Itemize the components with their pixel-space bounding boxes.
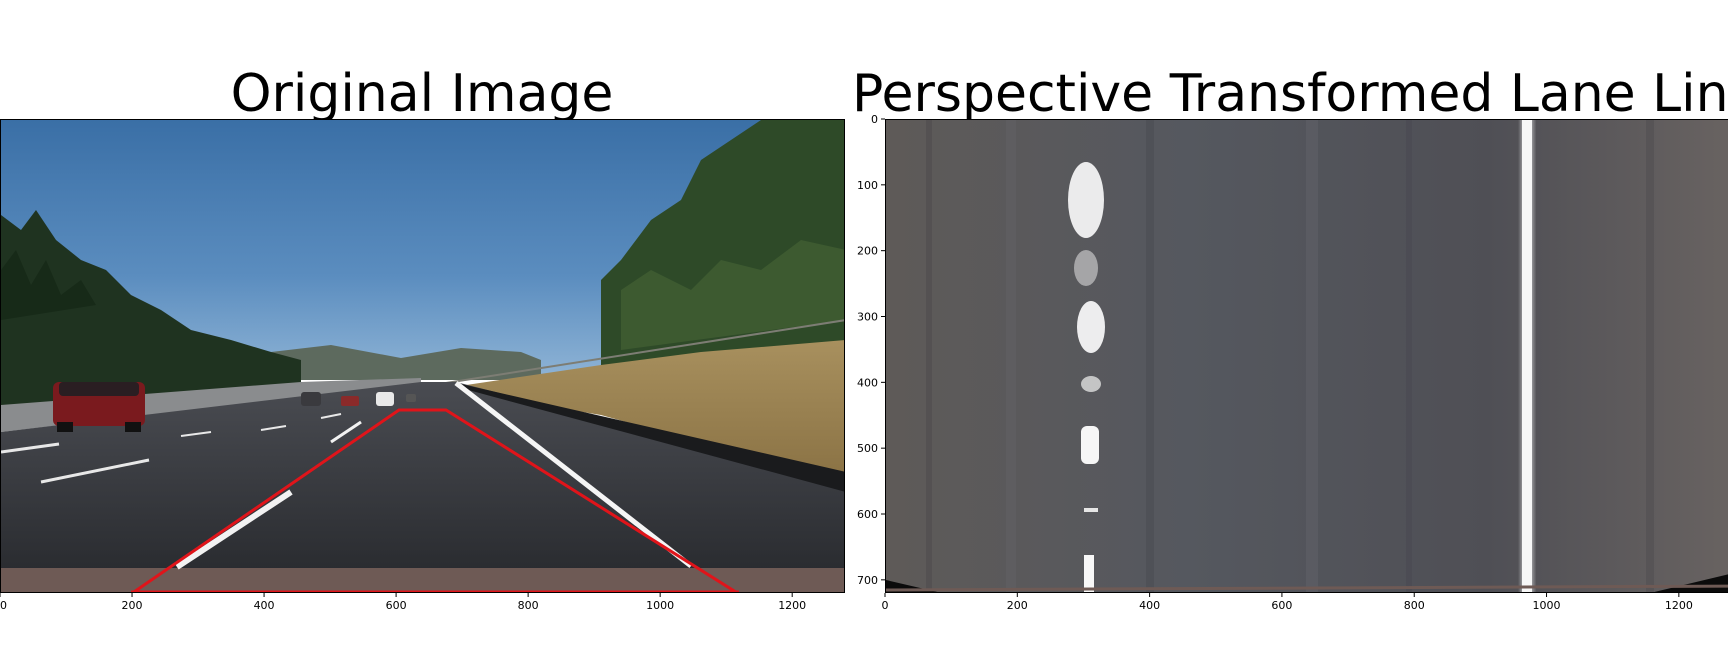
right-x-tick-label: 800 bbox=[1404, 599, 1425, 612]
right-x-tick-label: 400 bbox=[1139, 599, 1160, 612]
right-y-tick-label: 700 bbox=[857, 574, 878, 587]
warped-road-surface bbox=[886, 120, 1728, 592]
distant-cars bbox=[301, 392, 416, 406]
left-x-tick-label: 0 bbox=[0, 599, 7, 612]
car-hood bbox=[1, 568, 844, 592]
red-suv bbox=[53, 382, 145, 432]
right-x-tick-label: 1200 bbox=[1665, 599, 1693, 612]
warped-image-panel bbox=[885, 119, 1728, 593]
lane-dash bbox=[320, 413, 342, 419]
ego-lane-left-marking bbox=[330, 420, 362, 444]
hood-edge bbox=[886, 584, 1728, 592]
right-y-tick-label: 500 bbox=[857, 442, 878, 455]
left-x-tick-label: 1200 bbox=[778, 599, 806, 612]
ego-lane-left-marking bbox=[175, 489, 293, 570]
lane-dash bbox=[180, 431, 212, 437]
fence bbox=[445, 319, 844, 384]
grass-embankment bbox=[446, 340, 844, 480]
ego-lane-right-marking bbox=[454, 381, 693, 568]
left-x-tick-label: 600 bbox=[386, 599, 407, 612]
left-trees-shadow bbox=[1, 250, 96, 320]
left-x-tick-label: 800 bbox=[518, 599, 539, 612]
right-x-tick-label: 0 bbox=[882, 599, 889, 612]
right-x-tick-label: 1000 bbox=[1533, 599, 1561, 612]
right-panel-title: Perspective Transformed Lane Line bbox=[852, 64, 1728, 124]
left-panel-title: Original Image bbox=[230, 64, 614, 124]
left-x-tick-label: 200 bbox=[122, 599, 143, 612]
left-dashed-lane-line bbox=[1068, 162, 1105, 592]
warped-road-photo bbox=[886, 120, 1728, 592]
road-edge-curb bbox=[461, 384, 844, 492]
lane-dash bbox=[40, 458, 150, 484]
original-image-panel bbox=[0, 119, 845, 593]
left-x-tick-label: 400 bbox=[254, 599, 275, 612]
right-y-tick-label: 200 bbox=[857, 245, 878, 258]
right-y-tick-label: 400 bbox=[857, 376, 878, 389]
left-x-tick-label: 1000 bbox=[646, 599, 674, 612]
right-y-tick-label: 300 bbox=[857, 311, 878, 324]
lane-dash bbox=[1, 442, 60, 454]
lane-dash bbox=[260, 425, 287, 431]
right-y-tick-label: 100 bbox=[857, 179, 878, 192]
source-trapezoid-overlay bbox=[131, 408, 739, 592]
original-road-photo bbox=[1, 120, 844, 592]
right-x-tick-label: 200 bbox=[1007, 599, 1028, 612]
right-y-tick-label: 600 bbox=[857, 508, 878, 521]
right-trees-highlight bbox=[621, 240, 844, 350]
right-x-tick-label: 600 bbox=[1271, 599, 1292, 612]
right-solid-lane-line-core bbox=[1522, 120, 1532, 592]
left-trees bbox=[1, 210, 301, 405]
